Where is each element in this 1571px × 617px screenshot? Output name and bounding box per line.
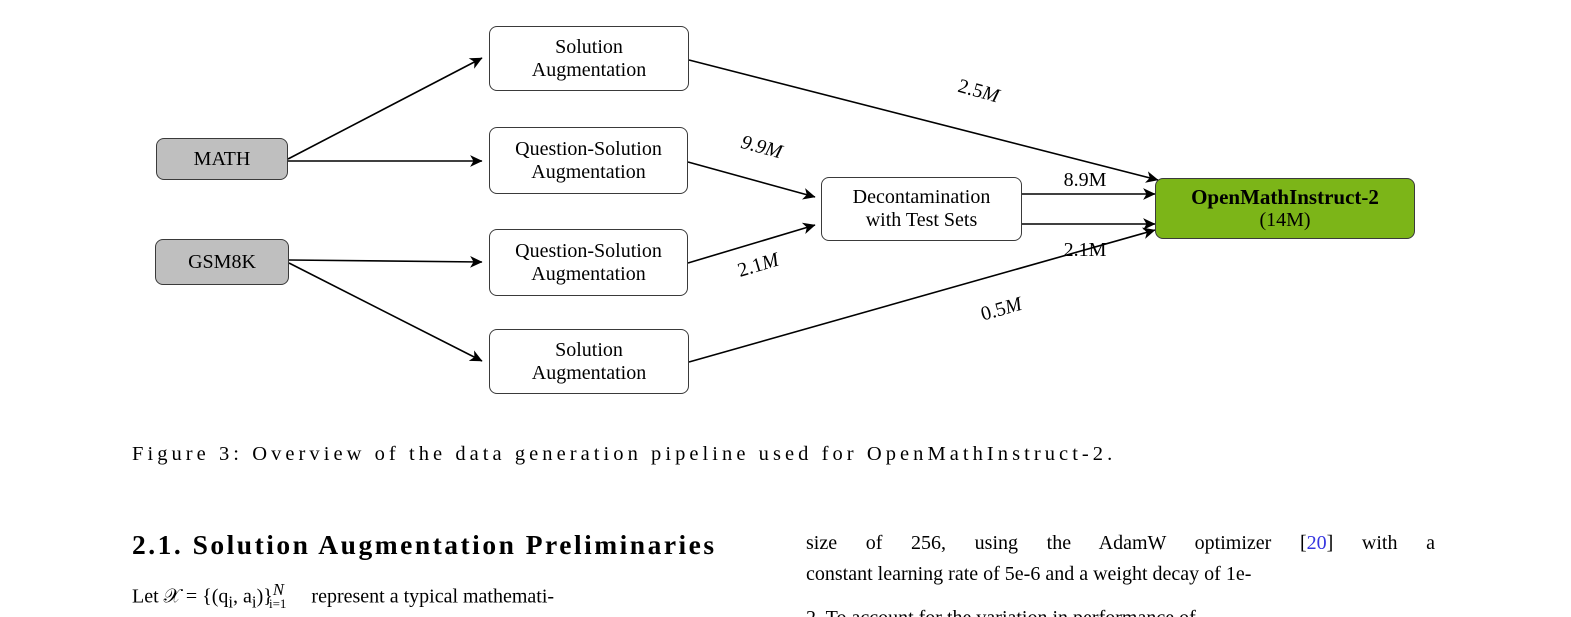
svg-text:8.9M: 8.9M: [1064, 169, 1107, 191]
svg-text:2.1M: 2.1M: [1064, 239, 1107, 261]
svg-text:0.5M: 0.5M: [978, 293, 1025, 326]
svg-text:2.1M: 2.1M: [735, 248, 783, 281]
svg-text:9.9M: 9.9M: [739, 131, 786, 164]
svg-text:2.5M: 2.5M: [956, 75, 1003, 108]
